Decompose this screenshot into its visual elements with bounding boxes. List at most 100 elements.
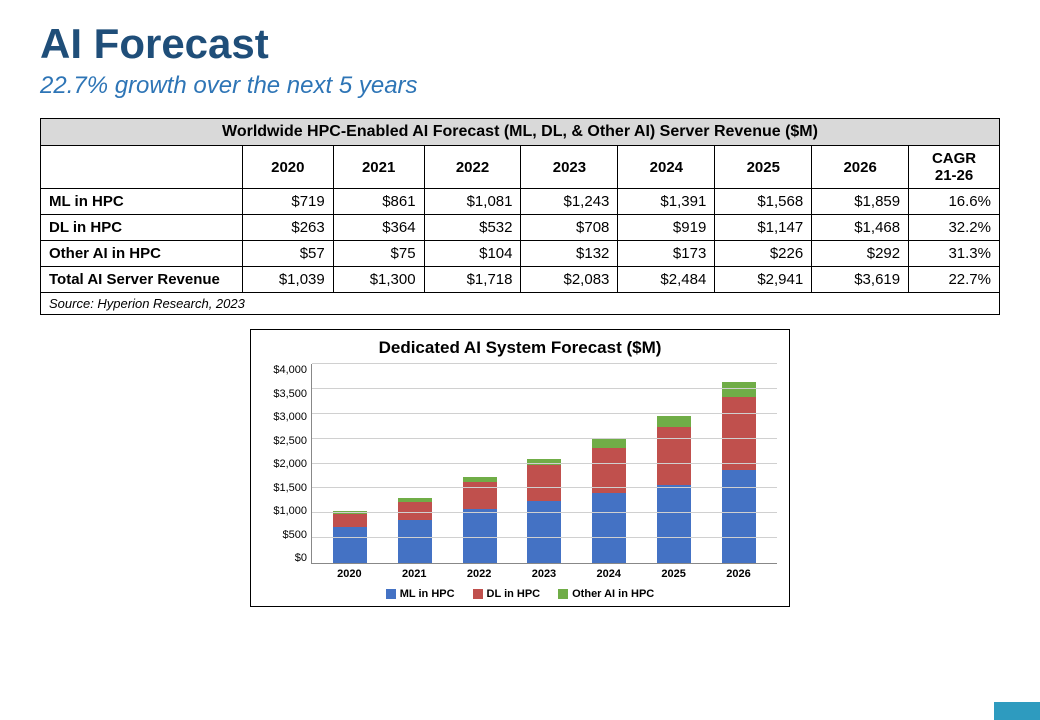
cell-value: $104 — [424, 241, 521, 267]
legend-label: Other AI in HPC — [572, 588, 654, 600]
forecast-table: Worldwide HPC-Enabled AI Forecast (ML, D… — [40, 118, 1000, 315]
cell-value: $1,718 — [424, 267, 521, 293]
cell-value: $226 — [715, 241, 812, 267]
table-row: ML in HPC$719$861$1,081$1,243$1,391$1,56… — [41, 189, 1000, 215]
legend-swatch-icon — [558, 589, 568, 599]
y-tick-label: $3,500 — [263, 388, 307, 400]
cell-value: $1,391 — [618, 189, 715, 215]
chart-legend: ML in HPC DL in HPC Other AI in HPC — [263, 588, 777, 600]
cell-value: $1,243 — [521, 189, 618, 215]
table-row: DL in HPC$263$364$532$708$919$1,147$1,46… — [41, 215, 1000, 241]
table-column-header: 2025 — [715, 146, 812, 189]
bar-segment — [527, 501, 561, 563]
cell-value: $1,039 — [242, 267, 333, 293]
bar-segment — [527, 465, 561, 500]
cell-value: $132 — [521, 241, 618, 267]
cell-value: $1,147 — [715, 215, 812, 241]
bar-segment — [463, 509, 497, 563]
cell-value: $532 — [424, 215, 521, 241]
bar-segment — [398, 502, 432, 520]
table-title: Worldwide HPC-Enabled AI Forecast (ML, D… — [41, 119, 1000, 146]
y-tick-label: $4,000 — [263, 364, 307, 376]
table-source: Source: Hyperion Research, 2023 — [41, 293, 1000, 315]
bar — [398, 498, 432, 563]
row-label: Total AI Server Revenue — [41, 267, 243, 293]
table-column-header — [41, 146, 243, 189]
row-label: ML in HPC — [41, 189, 243, 215]
legend-label: ML in HPC — [400, 588, 455, 600]
x-tick-label: 2021 — [397, 568, 431, 580]
cell-value: $1,468 — [812, 215, 909, 241]
y-tick-label: $1,500 — [263, 482, 307, 494]
y-tick-label: $3,000 — [263, 411, 307, 423]
bar — [527, 459, 561, 563]
legend-label: DL in HPC — [487, 588, 541, 600]
x-tick-label: 2022 — [462, 568, 496, 580]
bar-segment — [592, 493, 626, 563]
legend-item: Other AI in HPC — [558, 588, 654, 600]
cell-value: $2,941 — [715, 267, 812, 293]
cell-value: $3,619 — [812, 267, 909, 293]
y-tick-label: $2,000 — [263, 458, 307, 470]
table-column-header: 2023 — [521, 146, 618, 189]
bar — [592, 439, 626, 563]
y-tick-label: $1,000 — [263, 505, 307, 517]
table-row: Other AI in HPC$57$75$104$132$173$226$29… — [41, 241, 1000, 267]
table-column-header: 2021 — [333, 146, 424, 189]
table-column-header: 2024 — [618, 146, 715, 189]
bar-segment — [333, 514, 367, 527]
accent-bar-icon — [994, 702, 1040, 720]
bar-segment — [657, 427, 691, 484]
x-tick-label: 2020 — [332, 568, 366, 580]
chart-x-axis: 2020202120222023202420252026 — [311, 564, 777, 580]
chart-title: Dedicated AI System Forecast ($M) — [263, 338, 777, 358]
table-column-header: CAGR21-26 — [909, 146, 1000, 189]
row-label: DL in HPC — [41, 215, 243, 241]
bar-segment — [592, 439, 626, 448]
cell-value: 22.7% — [909, 267, 1000, 293]
cell-value: $173 — [618, 241, 715, 267]
y-tick-label: $500 — [263, 529, 307, 541]
cell-value: $2,484 — [618, 267, 715, 293]
chart-y-axis: $0 $500 $1,000 $1,500 $2,000 $2,500 $3,000 $3,5… — [263, 364, 311, 564]
bar-segment — [463, 482, 497, 509]
x-tick-label: 2024 — [592, 568, 626, 580]
cell-value: $1,859 — [812, 189, 909, 215]
cell-value: $861 — [333, 189, 424, 215]
legend-swatch-icon — [473, 589, 483, 599]
bar-segment — [657, 416, 691, 427]
y-tick-label: $2,500 — [263, 435, 307, 447]
row-label: Other AI in HPC — [41, 241, 243, 267]
bar — [463, 477, 497, 563]
cell-value: 16.6% — [909, 189, 1000, 215]
legend-swatch-icon — [386, 589, 396, 599]
x-tick-label: 2026 — [721, 568, 755, 580]
cell-value: $1,081 — [424, 189, 521, 215]
bar-segment — [722, 470, 756, 563]
table-row: Total AI Server Revenue$1,039$1,300$1,71… — [41, 267, 1000, 293]
bar — [722, 382, 756, 563]
table-column-header: 2020 — [242, 146, 333, 189]
cell-value: $2,083 — [521, 267, 618, 293]
cell-value: $263 — [242, 215, 333, 241]
cell-value: $1,300 — [333, 267, 424, 293]
cell-value: $708 — [521, 215, 618, 241]
cell-value: $719 — [242, 189, 333, 215]
legend-item: DL in HPC — [473, 588, 541, 600]
page-subtitle: 22.7% growth over the next 5 years — [40, 72, 1000, 100]
bar-segment — [398, 520, 432, 563]
table-column-header: 2022 — [424, 146, 521, 189]
y-tick-label: $0 — [263, 552, 307, 564]
table-column-header: 2026 — [812, 146, 909, 189]
cell-value: $75 — [333, 241, 424, 267]
bar-segment — [657, 485, 691, 563]
bar-segment — [722, 397, 756, 470]
bar-segment — [722, 382, 756, 397]
page-title: AI Forecast — [40, 20, 1000, 68]
chart-container: Dedicated AI System Forecast ($M) $0 $500… — [250, 329, 790, 607]
cell-value: 32.2% — [909, 215, 1000, 241]
legend-item: ML in HPC — [386, 588, 455, 600]
x-tick-label: 2023 — [527, 568, 561, 580]
cell-value: $292 — [812, 241, 909, 267]
cell-value: $364 — [333, 215, 424, 241]
